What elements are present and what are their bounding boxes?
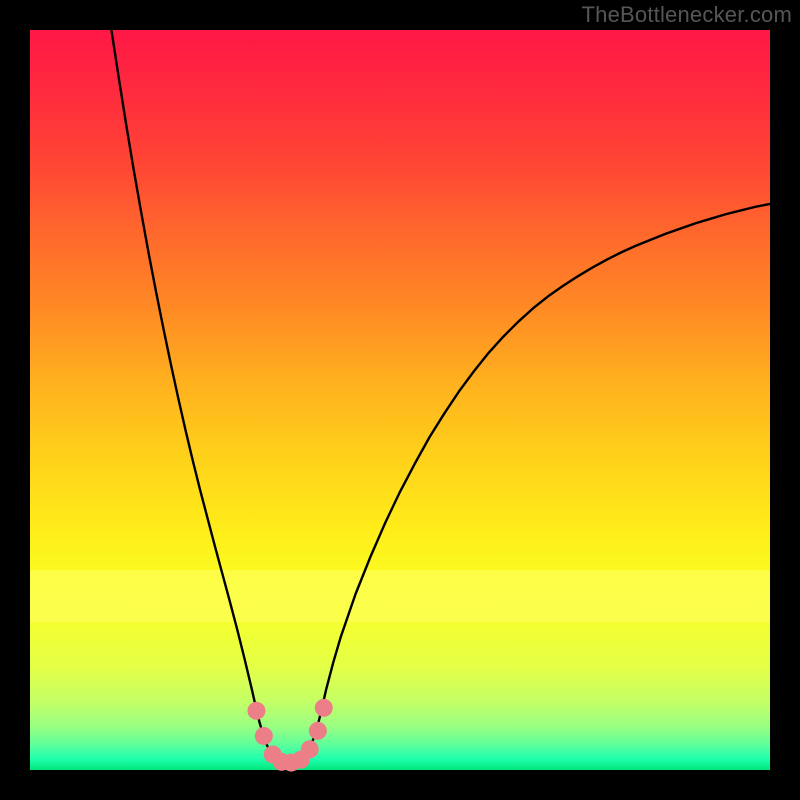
scatter-point	[301, 740, 319, 758]
highlight-band	[30, 570, 770, 622]
scatter-point	[247, 702, 265, 720]
chart-frame: TheBottlenecker.com	[0, 0, 800, 800]
scatter-point	[309, 722, 327, 740]
chart-svg	[0, 0, 800, 800]
watermark-text: TheBottlenecker.com	[582, 2, 792, 28]
chart-background	[30, 30, 770, 770]
scatter-point	[255, 727, 273, 745]
scatter-point	[315, 699, 333, 717]
